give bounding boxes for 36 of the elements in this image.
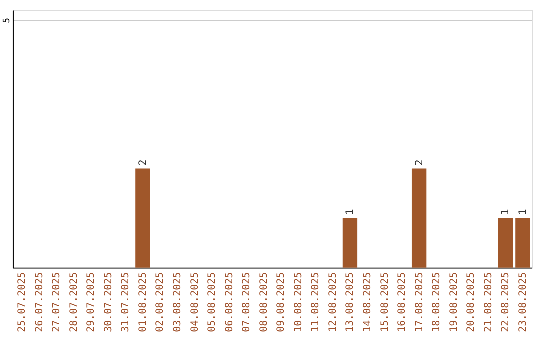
x-tick-label: 21.08.2025 (483, 272, 494, 332)
x-tick-label: 19.08.2025 (448, 272, 460, 332)
x-tick-label: 16.08.2025 (397, 272, 408, 332)
x-tick-label: 28.07.2025 (68, 272, 80, 332)
x-tick-label: 29.07.2025 (86, 272, 98, 332)
x-tick-label: 30.07.2025 (103, 272, 114, 332)
x-tick-label: 02.08.2025 (155, 272, 166, 332)
x-tick-label: 13.08.2025 (345, 272, 356, 332)
x-tick-label: 18.08.2025 (432, 272, 443, 332)
data-label: 1 (345, 209, 356, 216)
data-label: 2 (414, 160, 426, 166)
x-tick-label: 09.08.2025 (276, 272, 288, 332)
x-tick-label: 06.08.2025 (224, 272, 236, 332)
x-tick-label: 23.08.2025 (518, 272, 529, 332)
x-tick-label: 26.07.2025 (34, 272, 46, 332)
data-label: 2 (138, 160, 149, 166)
x-tick-label: 17.08.2025 (414, 272, 426, 332)
x-tick-label: 31.07.2025 (120, 272, 132, 332)
y-tick-label: 5 (2, 18, 12, 24)
x-tick-label: 22.08.2025 (500, 272, 512, 332)
x-tick-label: 01.08.2025 (138, 272, 149, 332)
x-tick-label: 15.08.2025 (380, 272, 391, 332)
x-tick-label: 05.08.2025 (207, 272, 218, 332)
x-tick-label: 14.08.2025 (362, 272, 374, 332)
x-tick-label: 12.08.2025 (328, 272, 339, 332)
data-label: 1 (518, 209, 529, 216)
x-tick-label: 08.08.2025 (258, 272, 270, 332)
x-tick-label: 10.08.2025 (293, 272, 304, 332)
data-label: 1 (500, 209, 512, 216)
x-tick-label: 20.08.2025 (466, 272, 478, 332)
x-tick-label: 04.08.2025 (190, 272, 201, 332)
x-tick-label: 11.08.2025 (310, 272, 322, 332)
x-tick-label: 25.07.2025 (17, 272, 28, 332)
x-tick-label: 07.08.2025 (242, 272, 253, 332)
x-tick-label: 03.08.2025 (172, 272, 184, 332)
x-tick-label: 27.07.2025 (52, 272, 63, 332)
